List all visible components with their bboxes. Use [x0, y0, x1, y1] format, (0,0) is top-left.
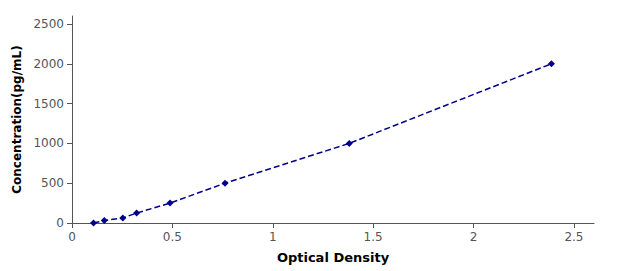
svg-text:1500: 1500	[33, 97, 64, 111]
svg-text:2.5: 2.5	[564, 230, 583, 244]
svg-text:0: 0	[68, 230, 76, 244]
svg-text:0: 0	[56, 216, 64, 230]
svg-text:Optical Density: Optical Density	[277, 250, 390, 265]
svg-text:2000: 2000	[33, 57, 64, 71]
svg-text:1.5: 1.5	[364, 230, 383, 244]
svg-text:1: 1	[269, 230, 277, 244]
svg-text:0.5: 0.5	[163, 230, 182, 244]
svg-text:2: 2	[470, 230, 478, 244]
svg-text:1000: 1000	[33, 136, 64, 150]
svg-text:500: 500	[41, 176, 64, 190]
svg-text:Concentration(pg/mL): Concentration(pg/mL)	[10, 45, 24, 193]
svg-text:2500: 2500	[33, 17, 64, 31]
